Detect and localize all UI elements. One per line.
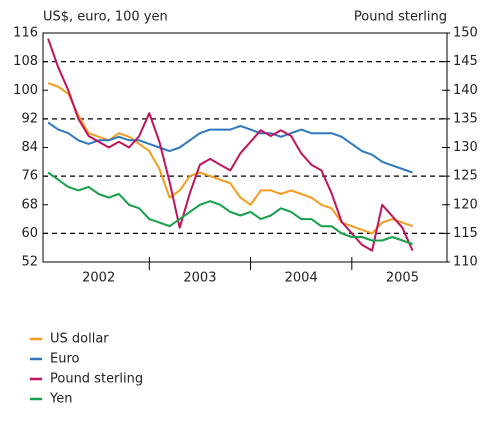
- y-axis-label: US$, euro, 100 yen: [43, 10, 168, 25]
- y2-tick-label: 115: [453, 226, 478, 241]
- y-tick-label: 84: [21, 140, 38, 155]
- x-tick-label: 2003: [183, 271, 216, 286]
- y-tick-label: 68: [21, 197, 38, 212]
- y-tick-label: 100: [13, 83, 38, 98]
- x-tick-label: 2002: [82, 271, 115, 286]
- legend-label: Yen: [49, 392, 72, 407]
- y-tick-label: 60: [21, 226, 38, 241]
- legend-label: Euro: [50, 352, 80, 367]
- y2-axis-label: Pound sterling: [354, 10, 447, 25]
- y-tick-label: 108: [13, 54, 38, 69]
- x-tick-label: 2004: [285, 271, 318, 286]
- y2-tick-label: 125: [453, 169, 478, 184]
- y2-tick-label: 120: [453, 197, 478, 212]
- y2-tick-label: 130: [453, 140, 478, 155]
- y2-tick-label: 140: [453, 83, 478, 98]
- y2-tick-label: 110: [453, 255, 478, 270]
- y2-tick-label: 150: [453, 26, 478, 41]
- legend-label: US dollar: [50, 332, 109, 347]
- y2-tick-label: 135: [453, 111, 478, 126]
- y-tick-label: 52: [21, 255, 38, 270]
- y2-tick-label: 145: [453, 54, 478, 69]
- y-tick-label: 116: [13, 26, 38, 41]
- y-tick-label: 92: [21, 111, 38, 126]
- series-line: [47, 171, 413, 246]
- legend-label: Pound sterling: [50, 372, 143, 387]
- series-line: [47, 38, 414, 252]
- x-tick-label: 2005: [386, 271, 419, 286]
- series-line: [47, 121, 413, 174]
- y-tick-label: 76: [21, 169, 38, 184]
